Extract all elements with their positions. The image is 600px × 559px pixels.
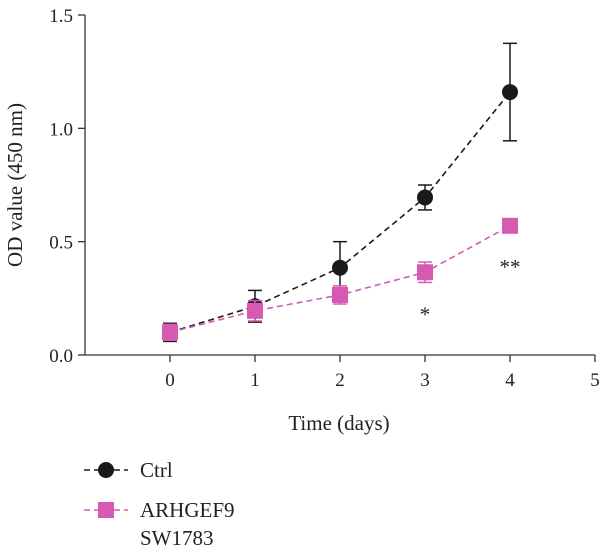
y-tick-label: 0.0: [49, 346, 73, 367]
significance-marker: *: [420, 303, 431, 327]
legend-label-sw1783: SW1783: [140, 526, 214, 550]
y-axis-title: OD value (450 nm): [3, 103, 27, 267]
legend: Ctrl ARHGEF9 SW1783: [84, 458, 235, 550]
significance-marker: **: [500, 255, 521, 279]
x-tick-label: 1: [250, 370, 260, 391]
data-point-arhgef9: [247, 302, 263, 319]
x-axis-title: Time (days): [288, 411, 389, 435]
data-point-arhgef9: [332, 286, 348, 303]
legend-marker-ctrl: [98, 462, 114, 478]
data-point-arhgef9: [502, 217, 518, 234]
legend-item-arhgef9: ARHGEF9 SW1783: [84, 498, 235, 550]
series-layer: [162, 42, 518, 343]
data-point-ctrl: [417, 189, 433, 206]
y-tick-label: 1.0: [49, 119, 73, 140]
legend-marker-arhgef9: [98, 502, 114, 518]
legend-item-ctrl: Ctrl: [84, 458, 173, 482]
data-point-ctrl: [332, 259, 348, 276]
legend-label-arhgef9: ARHGEF9: [140, 498, 235, 522]
x-tick-label: 5: [590, 370, 600, 391]
y-tick-label: 0.5: [49, 233, 73, 254]
series-arhgef9: [162, 217, 518, 342]
x-tick-label: 3: [420, 370, 430, 391]
x-tick-label: 4: [505, 370, 515, 391]
x-tick-label: 2: [335, 370, 345, 391]
data-point-ctrl: [502, 84, 518, 101]
y-tick-label: 1.5: [49, 6, 73, 27]
data-point-arhgef9: [417, 264, 433, 281]
axes: 0.0 0.5 1.0 1.5 0 1 2 3 4 5: [49, 6, 600, 391]
legend-label-ctrl: Ctrl: [140, 458, 173, 482]
data-point-arhgef9: [162, 324, 178, 341]
annotations: ***: [420, 255, 521, 327]
x-tick-label: 0: [165, 370, 175, 391]
